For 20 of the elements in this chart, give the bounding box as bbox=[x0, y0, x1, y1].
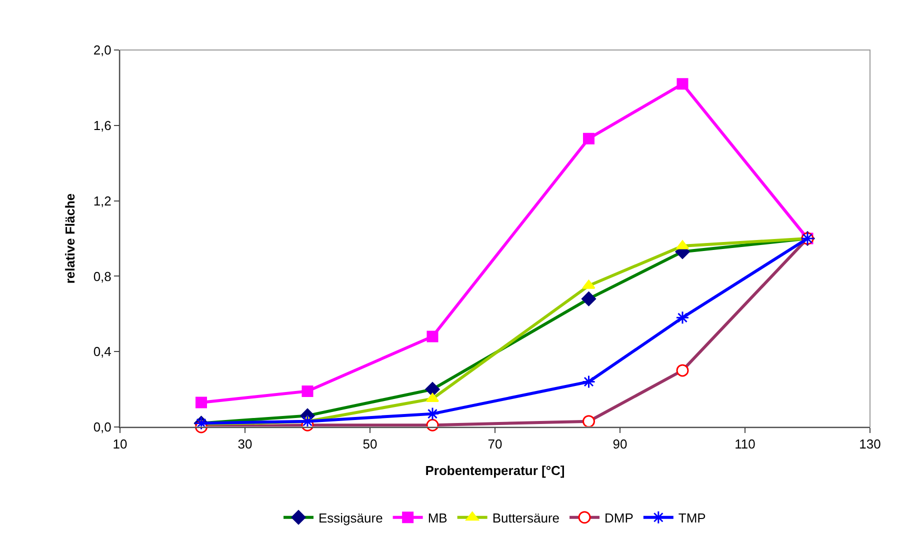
legend-label: DMP bbox=[604, 510, 634, 526]
y-tick-label: 1,2 bbox=[93, 193, 112, 208]
legend-label: Essigsäure bbox=[318, 510, 383, 526]
y-tick-label: 2,0 bbox=[93, 42, 112, 58]
x-tick-label: 50 bbox=[362, 436, 378, 452]
x-tick-label: 10 bbox=[112, 436, 128, 452]
y-tick-label: 0,4 bbox=[93, 344, 112, 360]
x-axis-title: Probentemperatur [°C] bbox=[425, 463, 565, 478]
x-tick-label: 90 bbox=[612, 436, 628, 452]
legend-label: MB bbox=[428, 510, 448, 526]
x-tick-label: 110 bbox=[734, 436, 756, 452]
y-tick-label: 1,6 bbox=[93, 118, 112, 133]
legend-label: Buttersäure bbox=[492, 510, 560, 526]
x-tick-label: 30 bbox=[238, 436, 252, 452]
y-tick-label: 0,0 bbox=[93, 420, 112, 435]
legend-label: TMP bbox=[678, 510, 706, 526]
y-tick-label: 0,8 bbox=[93, 268, 112, 284]
x-tick-label: 130 bbox=[859, 436, 881, 452]
y-axis-title: relative Fläche bbox=[62, 193, 78, 284]
x-tick-label: 70 bbox=[488, 436, 502, 452]
